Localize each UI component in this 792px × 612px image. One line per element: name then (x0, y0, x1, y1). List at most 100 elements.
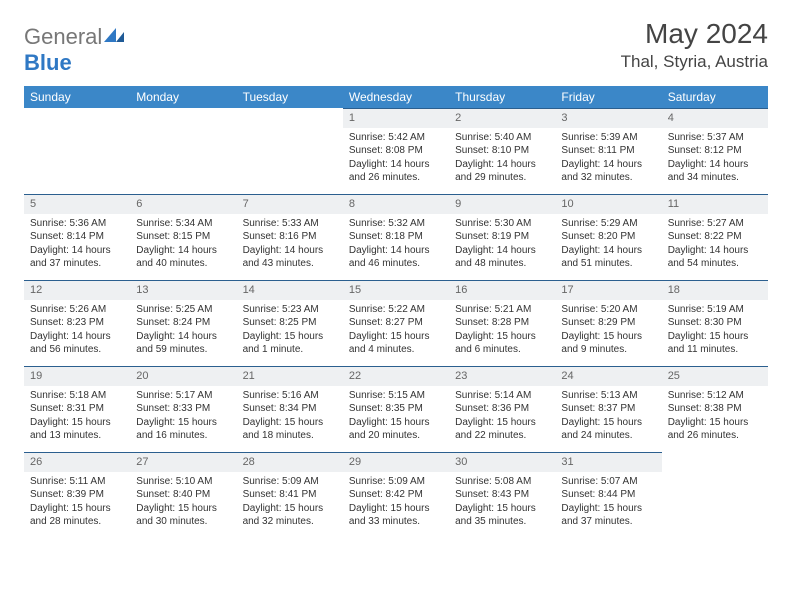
daylight-line: and 1 minute. (243, 343, 337, 357)
sunset-line: Sunset: 8:12 PM (668, 144, 762, 158)
daylight-line: Daylight: 14 hours (561, 158, 655, 172)
daylight-line: and 29 minutes. (455, 171, 549, 185)
daylight-line: and 24 minutes. (561, 429, 655, 443)
sunrise-line: Sunrise: 5:14 AM (455, 389, 549, 403)
daylight-line: Daylight: 14 hours (136, 244, 230, 258)
calendar-cell: 26Sunrise: 5:11 AMSunset: 8:39 PMDayligh… (24, 452, 130, 538)
daylight-line: and 33 minutes. (349, 515, 443, 529)
day-number: 29 (343, 452, 449, 472)
day-number: 14 (237, 280, 343, 300)
calendar-cell (237, 108, 343, 194)
calendar-cell: 30Sunrise: 5:08 AMSunset: 8:43 PMDayligh… (449, 452, 555, 538)
daylight-line: Daylight: 15 hours (30, 416, 124, 430)
sunrise-line: Sunrise: 5:12 AM (668, 389, 762, 403)
day-content: Sunrise: 5:13 AMSunset: 8:37 PMDaylight:… (555, 386, 661, 447)
day-content: Sunrise: 5:37 AMSunset: 8:12 PMDaylight:… (662, 128, 768, 189)
day-number: 5 (24, 194, 130, 214)
calendar-cell: 19Sunrise: 5:18 AMSunset: 8:31 PMDayligh… (24, 366, 130, 452)
sunrise-line: Sunrise: 5:11 AM (30, 475, 124, 489)
day-number: 10 (555, 194, 661, 214)
calendar-cell: 29Sunrise: 5:09 AMSunset: 8:42 PMDayligh… (343, 452, 449, 538)
day-number: 20 (130, 366, 236, 386)
calendar-cell: 3Sunrise: 5:39 AMSunset: 8:11 PMDaylight… (555, 108, 661, 194)
logo-text-gray: General (24, 24, 102, 49)
calendar-cell (130, 108, 236, 194)
day-content: Sunrise: 5:12 AMSunset: 8:38 PMDaylight:… (662, 386, 768, 447)
sunset-line: Sunset: 8:23 PM (30, 316, 124, 330)
day-content: Sunrise: 5:27 AMSunset: 8:22 PMDaylight:… (662, 214, 768, 275)
daylight-line: and 37 minutes. (561, 515, 655, 529)
day-number: 2 (449, 108, 555, 128)
calendar-week-row: 19Sunrise: 5:18 AMSunset: 8:31 PMDayligh… (24, 366, 768, 452)
sunset-line: Sunset: 8:30 PM (668, 316, 762, 330)
sunrise-line: Sunrise: 5:16 AM (243, 389, 337, 403)
daylight-line: Daylight: 15 hours (349, 330, 443, 344)
day-content: Sunrise: 5:22 AMSunset: 8:27 PMDaylight:… (343, 300, 449, 361)
sunrise-line: Sunrise: 5:25 AM (136, 303, 230, 317)
day-number: 9 (449, 194, 555, 214)
sunrise-line: Sunrise: 5:32 AM (349, 217, 443, 231)
calendar-cell: 9Sunrise: 5:30 AMSunset: 8:19 PMDaylight… (449, 194, 555, 280)
sunset-line: Sunset: 8:36 PM (455, 402, 549, 416)
calendar-week-row: 12Sunrise: 5:26 AMSunset: 8:23 PMDayligh… (24, 280, 768, 366)
sunset-line: Sunset: 8:24 PM (136, 316, 230, 330)
sunset-line: Sunset: 8:31 PM (30, 402, 124, 416)
sunset-line: Sunset: 8:08 PM (349, 144, 443, 158)
sunset-line: Sunset: 8:34 PM (243, 402, 337, 416)
weekday-header: Tuesday (237, 86, 343, 108)
calendar-cell: 23Sunrise: 5:14 AMSunset: 8:36 PMDayligh… (449, 366, 555, 452)
sunrise-line: Sunrise: 5:07 AM (561, 475, 655, 489)
daylight-line: Daylight: 14 hours (30, 330, 124, 344)
sunset-line: Sunset: 8:15 PM (136, 230, 230, 244)
daylight-line: Daylight: 14 hours (455, 158, 549, 172)
calendar-cell: 8Sunrise: 5:32 AMSunset: 8:18 PMDaylight… (343, 194, 449, 280)
calendar-cell: 11Sunrise: 5:27 AMSunset: 8:22 PMDayligh… (662, 194, 768, 280)
day-content: Sunrise: 5:36 AMSunset: 8:14 PMDaylight:… (24, 214, 130, 275)
sunrise-line: Sunrise: 5:37 AM (668, 131, 762, 145)
sunrise-line: Sunrise: 5:42 AM (349, 131, 443, 145)
calendar-cell: 2Sunrise: 5:40 AMSunset: 8:10 PMDaylight… (449, 108, 555, 194)
sunset-line: Sunset: 8:37 PM (561, 402, 655, 416)
daylight-line: and 9 minutes. (561, 343, 655, 357)
sunset-line: Sunset: 8:40 PM (136, 488, 230, 502)
day-content: Sunrise: 5:42 AMSunset: 8:08 PMDaylight:… (343, 128, 449, 189)
day-number: 1 (343, 108, 449, 128)
calendar-cell (662, 452, 768, 538)
calendar-week-row: 1Sunrise: 5:42 AMSunset: 8:08 PMDaylight… (24, 108, 768, 194)
daylight-line: Daylight: 15 hours (455, 502, 549, 516)
weekday-header: Thursday (449, 86, 555, 108)
day-content: Sunrise: 5:29 AMSunset: 8:20 PMDaylight:… (555, 214, 661, 275)
sunrise-line: Sunrise: 5:10 AM (136, 475, 230, 489)
calendar-cell: 13Sunrise: 5:25 AMSunset: 8:24 PMDayligh… (130, 280, 236, 366)
calendar-cell: 22Sunrise: 5:15 AMSunset: 8:35 PMDayligh… (343, 366, 449, 452)
sunrise-line: Sunrise: 5:17 AM (136, 389, 230, 403)
logo-text-blue: Blue (24, 50, 72, 75)
sunrise-line: Sunrise: 5:09 AM (349, 475, 443, 489)
daylight-line: and 32 minutes. (243, 515, 337, 529)
daylight-line: and 4 minutes. (349, 343, 443, 357)
weekday-header: Wednesday (343, 86, 449, 108)
daylight-line: and 48 minutes. (455, 257, 549, 271)
daylight-line: Daylight: 14 hours (243, 244, 337, 258)
day-number: 26 (24, 452, 130, 472)
daylight-line: Daylight: 15 hours (243, 502, 337, 516)
sunrise-line: Sunrise: 5:27 AM (668, 217, 762, 231)
daylight-line: Daylight: 15 hours (136, 502, 230, 516)
sunset-line: Sunset: 8:35 PM (349, 402, 443, 416)
calendar-table: SundayMondayTuesdayWednesdayThursdayFrid… (24, 86, 768, 538)
daylight-line: Daylight: 15 hours (349, 416, 443, 430)
calendar-cell: 18Sunrise: 5:19 AMSunset: 8:30 PMDayligh… (662, 280, 768, 366)
day-number: 30 (449, 452, 555, 472)
day-content: Sunrise: 5:08 AMSunset: 8:43 PMDaylight:… (449, 472, 555, 533)
sunrise-line: Sunrise: 5:09 AM (243, 475, 337, 489)
day-content: Sunrise: 5:21 AMSunset: 8:28 PMDaylight:… (449, 300, 555, 361)
day-content: Sunrise: 5:40 AMSunset: 8:10 PMDaylight:… (449, 128, 555, 189)
day-number: 16 (449, 280, 555, 300)
daylight-line: Daylight: 15 hours (561, 330, 655, 344)
calendar-cell: 15Sunrise: 5:22 AMSunset: 8:27 PMDayligh… (343, 280, 449, 366)
sunset-line: Sunset: 8:14 PM (30, 230, 124, 244)
daylight-line: and 46 minutes. (349, 257, 443, 271)
daylight-line: and 51 minutes. (561, 257, 655, 271)
daylight-line: Daylight: 15 hours (561, 416, 655, 430)
sunrise-line: Sunrise: 5:08 AM (455, 475, 549, 489)
